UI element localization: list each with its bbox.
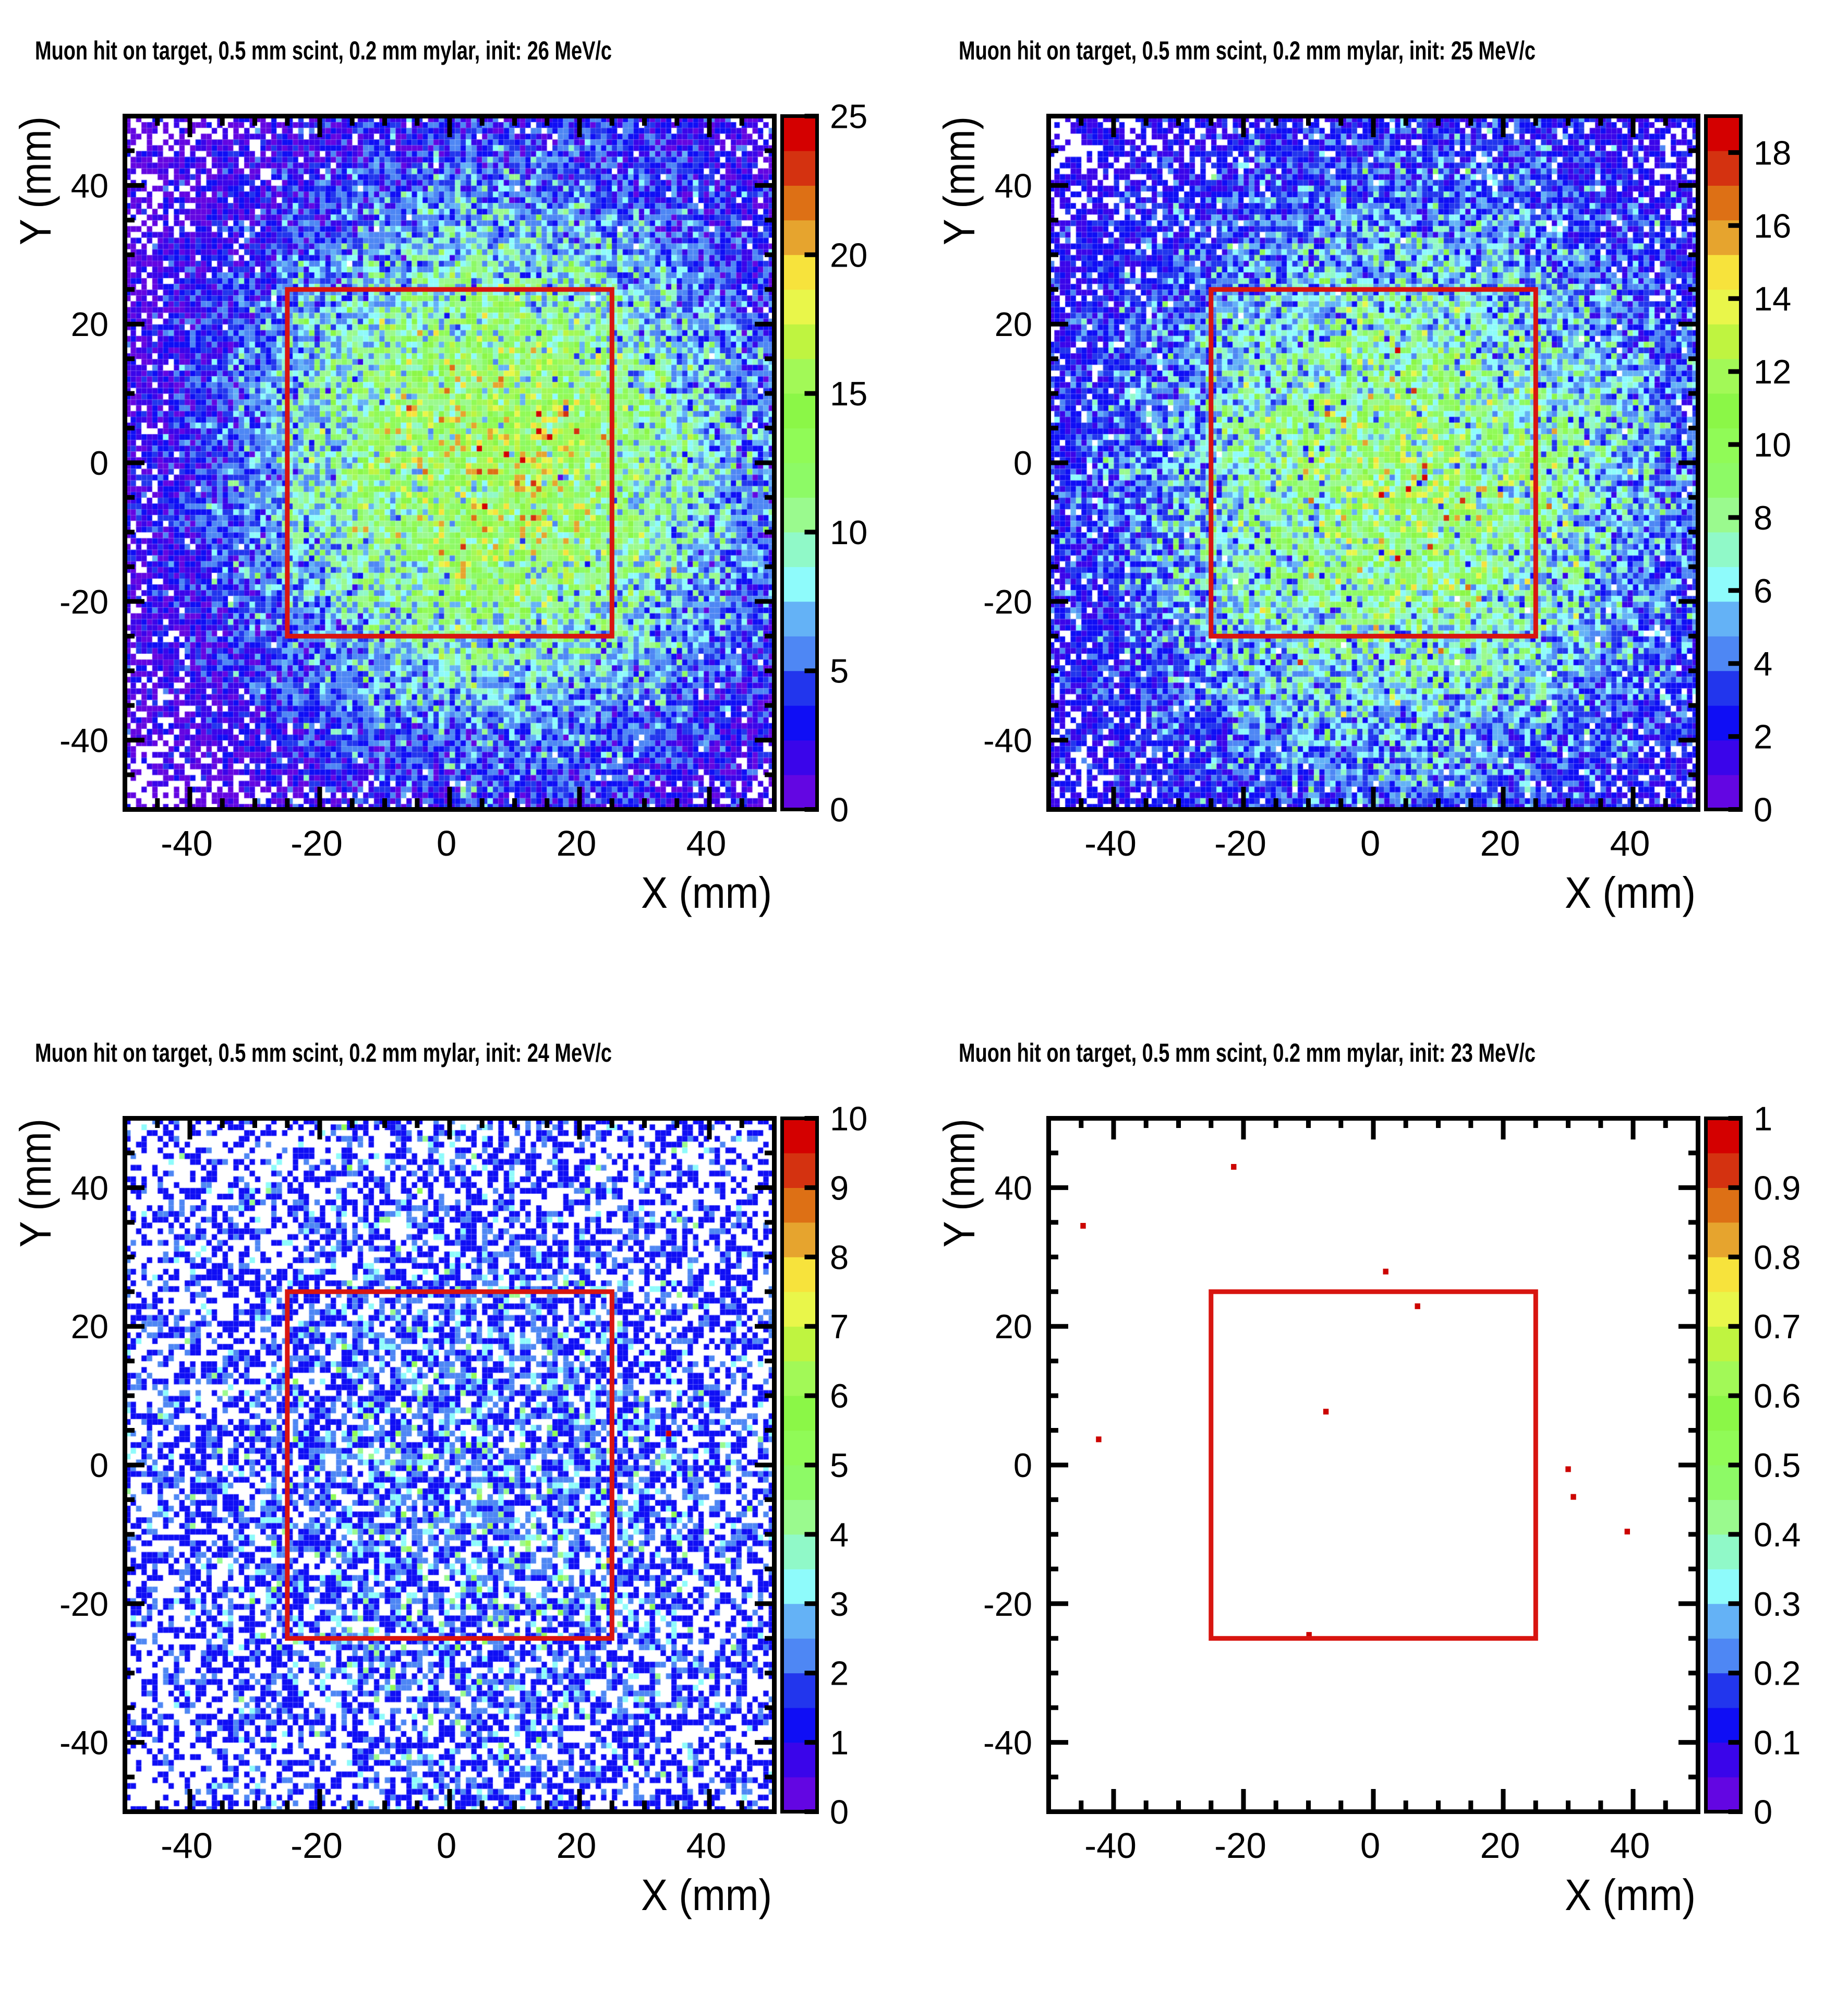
- svg-text:4: 4: [830, 1516, 849, 1554]
- svg-text:0: 0: [1754, 791, 1772, 829]
- svg-text:2: 2: [830, 1654, 849, 1692]
- svg-text:25: 25: [830, 98, 867, 136]
- svg-text:0: 0: [1360, 1826, 1380, 1866]
- svg-text:0.7: 0.7: [1754, 1307, 1801, 1346]
- svg-text:12: 12: [1754, 353, 1791, 391]
- svg-text:10: 10: [830, 513, 867, 551]
- svg-text:3: 3: [830, 1585, 849, 1623]
- svg-text:0: 0: [1013, 444, 1032, 482]
- svg-text:4: 4: [1754, 645, 1772, 683]
- svg-text:20: 20: [71, 305, 108, 343]
- svg-text:7: 7: [830, 1307, 849, 1346]
- svg-text:Y (mm): Y (mm): [935, 116, 984, 245]
- svg-text:5: 5: [830, 1446, 849, 1484]
- svg-text:X (mm): X (mm): [641, 1870, 772, 1919]
- svg-text:20: 20: [557, 1826, 597, 1866]
- svg-text:0: 0: [830, 791, 849, 829]
- svg-text:14: 14: [1754, 280, 1791, 318]
- svg-text:20: 20: [1480, 823, 1520, 863]
- svg-text:8: 8: [1754, 499, 1772, 537]
- svg-text:X (mm): X (mm): [641, 868, 772, 917]
- svg-text:-40: -40: [161, 1826, 213, 1866]
- svg-text:2: 2: [1754, 718, 1772, 756]
- svg-text:0: 0: [90, 444, 108, 482]
- svg-text:0.3: 0.3: [1754, 1585, 1801, 1623]
- svg-text:20: 20: [830, 236, 867, 274]
- svg-text:0.6: 0.6: [1754, 1377, 1801, 1415]
- svg-text:5: 5: [830, 652, 849, 690]
- svg-text:40: 40: [1610, 1826, 1650, 1866]
- svg-text:40: 40: [686, 1826, 727, 1866]
- svg-text:0.4: 0.4: [1754, 1516, 1801, 1554]
- svg-text:0: 0: [1754, 1793, 1772, 1831]
- svg-text:-40: -40: [59, 722, 108, 760]
- svg-text:10: 10: [1754, 426, 1791, 464]
- svg-text:-20: -20: [59, 1585, 108, 1623]
- svg-text:0: 0: [1013, 1446, 1032, 1484]
- svg-text:20: 20: [995, 305, 1032, 343]
- svg-text:Y (mm): Y (mm): [11, 116, 60, 245]
- svg-text:40: 40: [71, 166, 108, 205]
- svg-text:20: 20: [1480, 1826, 1520, 1866]
- svg-text:0.5: 0.5: [1754, 1446, 1801, 1484]
- svg-text:0: 0: [830, 1793, 849, 1831]
- svg-text:40: 40: [995, 1169, 1032, 1207]
- svg-text:-20: -20: [291, 823, 343, 863]
- svg-text:-40: -40: [1084, 823, 1137, 863]
- svg-text:0.8: 0.8: [1754, 1238, 1801, 1276]
- svg-text:40: 40: [686, 823, 727, 863]
- svg-text:1: 1: [1754, 1100, 1772, 1138]
- svg-text:Y (mm): Y (mm): [11, 1119, 60, 1247]
- svg-text:-40: -40: [983, 1724, 1032, 1762]
- svg-text:8: 8: [830, 1238, 849, 1276]
- svg-text:20: 20: [557, 823, 597, 863]
- svg-text:20: 20: [71, 1307, 108, 1346]
- svg-text:-40: -40: [59, 1724, 108, 1762]
- svg-text:-20: -20: [59, 583, 108, 621]
- svg-text:0.1: 0.1: [1754, 1724, 1801, 1762]
- svg-text:40: 40: [995, 166, 1032, 205]
- svg-text:-20: -20: [983, 583, 1032, 621]
- svg-text:Muon hit on target, 0.5 mm sci: Muon hit on target, 0.5 mm scint, 0.2 mm…: [35, 1038, 612, 1067]
- svg-text:Y (mm): Y (mm): [935, 1119, 984, 1247]
- svg-text:18: 18: [1754, 134, 1791, 172]
- svg-text:0: 0: [1360, 823, 1380, 863]
- svg-text:Muon hit on target, 0.5 mm sci: Muon hit on target, 0.5 mm scint, 0.2 mm…: [35, 36, 612, 65]
- svg-text:40: 40: [71, 1169, 108, 1207]
- svg-text:15: 15: [830, 375, 867, 413]
- svg-text:-20: -20: [983, 1585, 1032, 1623]
- svg-text:10: 10: [830, 1100, 867, 1138]
- svg-text:-20: -20: [291, 1826, 343, 1866]
- svg-text:6: 6: [1754, 572, 1772, 610]
- svg-text:0: 0: [90, 1446, 108, 1484]
- svg-text:0.9: 0.9: [1754, 1169, 1801, 1207]
- svg-text:-20: -20: [1214, 1826, 1266, 1866]
- svg-text:20: 20: [995, 1307, 1032, 1346]
- svg-text:16: 16: [1754, 207, 1791, 245]
- svg-text:X (mm): X (mm): [1565, 1870, 1696, 1919]
- svg-text:40: 40: [1610, 823, 1650, 863]
- svg-text:9: 9: [830, 1169, 849, 1207]
- svg-text:0: 0: [437, 1826, 456, 1866]
- svg-text:-40: -40: [1084, 1826, 1137, 1866]
- svg-text:-40: -40: [983, 722, 1032, 760]
- svg-text:0: 0: [437, 823, 456, 863]
- svg-text:Muon hit on target, 0.5 mm sci: Muon hit on target, 0.5 mm scint, 0.2 mm…: [959, 36, 1536, 65]
- svg-text:-40: -40: [161, 823, 213, 863]
- svg-text:1: 1: [830, 1724, 849, 1762]
- svg-text:0.2: 0.2: [1754, 1654, 1801, 1692]
- svg-text:Muon hit on target, 0.5 mm sci: Muon hit on target, 0.5 mm scint, 0.2 mm…: [959, 1038, 1536, 1067]
- svg-text:X (mm): X (mm): [1565, 868, 1696, 917]
- svg-text:-20: -20: [1214, 823, 1266, 863]
- svg-text:6: 6: [830, 1377, 849, 1415]
